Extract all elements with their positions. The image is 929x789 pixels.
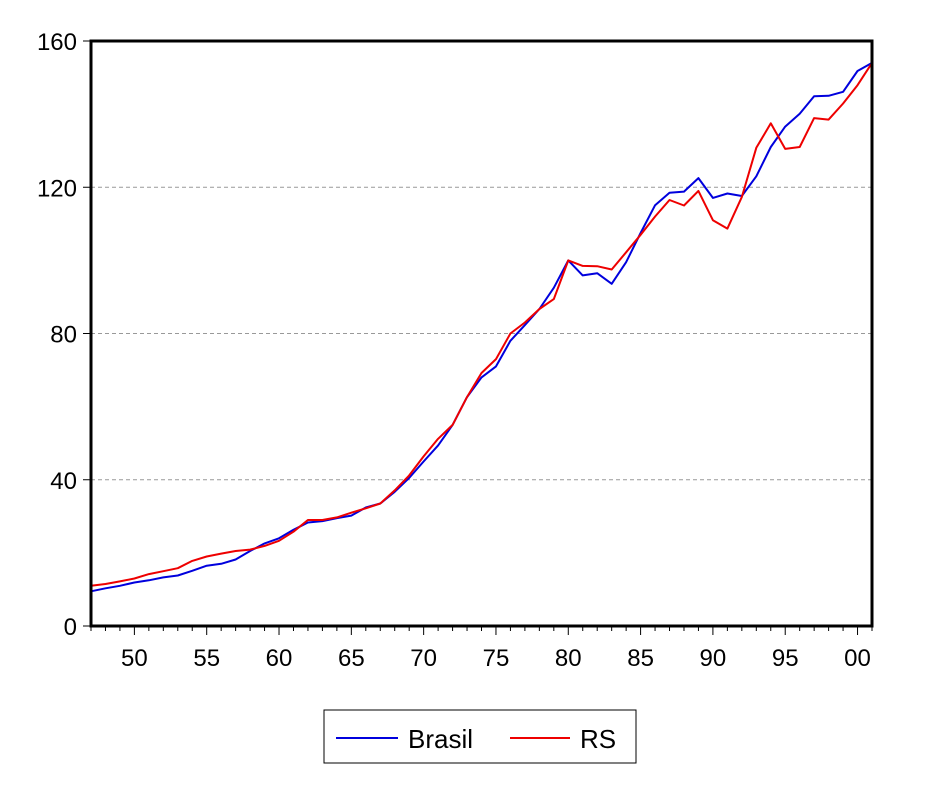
- legend-label-brasil: Brasil: [408, 724, 473, 754]
- x-tick-label-60: 60: [266, 645, 293, 672]
- x-tick-label-80: 80: [555, 645, 582, 672]
- y-tick-label-160: 160: [37, 29, 77, 56]
- series-line-rs: [90, 62, 873, 587]
- x-tick-label-50: 50: [121, 645, 148, 672]
- axis-ticks: [83, 40, 873, 635]
- legend-box: [323, 709, 637, 764]
- legend-label-rs: RS: [580, 724, 616, 754]
- x-tick-label-55: 55: [193, 645, 220, 672]
- x-tick-label-70: 70: [410, 645, 437, 672]
- series-layer: [90, 62, 873, 593]
- x-tick-label-75: 75: [483, 645, 510, 672]
- x-tick-label-00: 00: [844, 645, 871, 672]
- x-tick-label-85: 85: [627, 645, 654, 672]
- series-line-brasil: [90, 62, 873, 593]
- y-tick-label-0: 0: [64, 614, 77, 641]
- plot-frame: [89, 39, 874, 628]
- y-tick-label-40: 40: [50, 468, 77, 495]
- y-tick-label-120: 120: [37, 175, 77, 202]
- y-tick-label-80: 80: [50, 322, 77, 349]
- x-tick-label-95: 95: [772, 645, 799, 672]
- x-tick-label-65: 65: [338, 645, 365, 672]
- x-tick-label-90: 90: [700, 645, 727, 672]
- legend: Brasil RS: [323, 709, 637, 764]
- gridlines: [91, 186, 872, 481]
